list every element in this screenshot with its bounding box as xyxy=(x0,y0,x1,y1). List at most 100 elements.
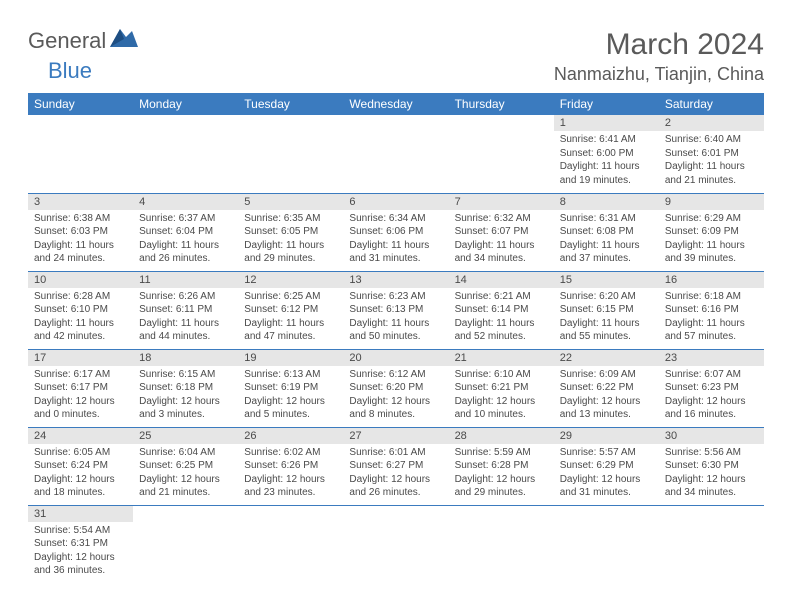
day-content: Sunrise: 6:05 AMSunset: 6:24 PMDaylight:… xyxy=(28,444,133,504)
daylight-text: Daylight: 11 hours xyxy=(139,317,232,331)
day-content: Sunrise: 6:34 AMSunset: 6:06 PMDaylight:… xyxy=(343,210,448,270)
daylight-text: Daylight: 12 hours xyxy=(455,395,548,409)
sunset-text: Sunset: 6:19 PM xyxy=(244,381,337,395)
day-content: Sunrise: 6:13 AMSunset: 6:19 PMDaylight:… xyxy=(238,366,343,426)
sunset-text: Sunset: 6:14 PM xyxy=(455,303,548,317)
sunset-text: Sunset: 6:01 PM xyxy=(665,147,758,161)
weekday-header: Tuesday xyxy=(238,93,343,115)
day-number: 10 xyxy=(28,272,133,288)
calendar-day-cell: 24Sunrise: 6:05 AMSunset: 6:24 PMDayligh… xyxy=(28,427,133,505)
daylight-text: Daylight: 12 hours xyxy=(34,395,127,409)
day-number: 23 xyxy=(659,350,764,366)
daylight-text: Daylight: 12 hours xyxy=(560,395,653,409)
daylight-text-2: and 47 minutes. xyxy=(244,330,337,344)
day-number: 12 xyxy=(238,272,343,288)
daylight-text-2: and 21 minutes. xyxy=(665,174,758,188)
daylight-text: Daylight: 11 hours xyxy=(349,239,442,253)
daylight-text-2: and 18 minutes. xyxy=(34,486,127,500)
calendar-empty-cell xyxy=(343,115,448,193)
daylight-text: Daylight: 11 hours xyxy=(244,239,337,253)
day-number: 28 xyxy=(449,428,554,444)
calendar-week-row: 17Sunrise: 6:17 AMSunset: 6:17 PMDayligh… xyxy=(28,349,764,427)
sunrise-text: Sunrise: 5:54 AM xyxy=(34,524,127,538)
weekday-header: Thursday xyxy=(449,93,554,115)
daylight-text: Daylight: 12 hours xyxy=(560,473,653,487)
calendar-day-cell: 13Sunrise: 6:23 AMSunset: 6:13 PMDayligh… xyxy=(343,271,448,349)
daylight-text-2: and 26 minutes. xyxy=(139,252,232,266)
daylight-text: Daylight: 12 hours xyxy=(349,395,442,409)
daylight-text-2: and 23 minutes. xyxy=(244,486,337,500)
month-title: March 2024 xyxy=(554,28,764,62)
calendar-empty-cell xyxy=(659,505,764,583)
day-number: 20 xyxy=(343,350,448,366)
calendar-empty-cell xyxy=(554,505,659,583)
daylight-text-2: and 8 minutes. xyxy=(349,408,442,422)
daylight-text: Daylight: 12 hours xyxy=(665,395,758,409)
day-content: Sunrise: 6:38 AMSunset: 6:03 PMDaylight:… xyxy=(28,210,133,270)
day-number: 24 xyxy=(28,428,133,444)
day-content: Sunrise: 6:15 AMSunset: 6:18 PMDaylight:… xyxy=(133,366,238,426)
daylight-text-2: and 26 minutes. xyxy=(349,486,442,500)
calendar-week-row: 10Sunrise: 6:28 AMSunset: 6:10 PMDayligh… xyxy=(28,271,764,349)
day-number: 16 xyxy=(659,272,764,288)
weekday-header: Saturday xyxy=(659,93,764,115)
day-content: Sunrise: 6:10 AMSunset: 6:21 PMDaylight:… xyxy=(449,366,554,426)
calendar-day-cell: 2Sunrise: 6:40 AMSunset: 6:01 PMDaylight… xyxy=(659,115,764,193)
daylight-text-2: and 29 minutes. xyxy=(244,252,337,266)
day-content: Sunrise: 6:32 AMSunset: 6:07 PMDaylight:… xyxy=(449,210,554,270)
calendar-empty-cell xyxy=(133,505,238,583)
day-number: 13 xyxy=(343,272,448,288)
sunrise-text: Sunrise: 6:41 AM xyxy=(560,133,653,147)
day-content: Sunrise: 6:26 AMSunset: 6:11 PMDaylight:… xyxy=(133,288,238,348)
daylight-text-2: and 50 minutes. xyxy=(349,330,442,344)
sunrise-text: Sunrise: 6:12 AM xyxy=(349,368,442,382)
day-content: Sunrise: 6:28 AMSunset: 6:10 PMDaylight:… xyxy=(28,288,133,348)
day-content: Sunrise: 6:40 AMSunset: 6:01 PMDaylight:… xyxy=(659,131,764,191)
sunrise-text: Sunrise: 5:56 AM xyxy=(665,446,758,460)
daylight-text-2: and 5 minutes. xyxy=(244,408,337,422)
calendar-day-cell: 4Sunrise: 6:37 AMSunset: 6:04 PMDaylight… xyxy=(133,193,238,271)
daylight-text: Daylight: 12 hours xyxy=(665,473,758,487)
sunrise-text: Sunrise: 6:23 AM xyxy=(349,290,442,304)
calendar-day-cell: 7Sunrise: 6:32 AMSunset: 6:07 PMDaylight… xyxy=(449,193,554,271)
day-number: 4 xyxy=(133,194,238,210)
sunrise-text: Sunrise: 6:05 AM xyxy=(34,446,127,460)
sunrise-text: Sunrise: 6:18 AM xyxy=(665,290,758,304)
day-number: 11 xyxy=(133,272,238,288)
calendar-day-cell: 18Sunrise: 6:15 AMSunset: 6:18 PMDayligh… xyxy=(133,349,238,427)
calendar-day-cell: 17Sunrise: 6:17 AMSunset: 6:17 PMDayligh… xyxy=(28,349,133,427)
sunrise-text: Sunrise: 5:57 AM xyxy=(560,446,653,460)
logo-text-general: General xyxy=(28,28,106,54)
day-content: Sunrise: 6:37 AMSunset: 6:04 PMDaylight:… xyxy=(133,210,238,270)
calendar-day-cell: 31Sunrise: 5:54 AMSunset: 6:31 PMDayligh… xyxy=(28,505,133,583)
sunset-text: Sunset: 6:15 PM xyxy=(560,303,653,317)
day-number: 9 xyxy=(659,194,764,210)
location: Nanmaizhu, Tianjin, China xyxy=(554,64,764,85)
day-content: Sunrise: 6:20 AMSunset: 6:15 PMDaylight:… xyxy=(554,288,659,348)
logo-blue-text: Blue xyxy=(48,58,92,84)
day-number: 8 xyxy=(554,194,659,210)
sunset-text: Sunset: 6:24 PM xyxy=(34,459,127,473)
day-number: 18 xyxy=(133,350,238,366)
day-content: Sunrise: 6:25 AMSunset: 6:12 PMDaylight:… xyxy=(238,288,343,348)
day-number: 17 xyxy=(28,350,133,366)
calendar-day-cell: 12Sunrise: 6:25 AMSunset: 6:12 PMDayligh… xyxy=(238,271,343,349)
calendar-day-cell: 30Sunrise: 5:56 AMSunset: 6:30 PMDayligh… xyxy=(659,427,764,505)
sunset-text: Sunset: 6:11 PM xyxy=(139,303,232,317)
day-number: 3 xyxy=(28,194,133,210)
day-content: Sunrise: 6:29 AMSunset: 6:09 PMDaylight:… xyxy=(659,210,764,270)
weekday-header: Sunday xyxy=(28,93,133,115)
daylight-text-2: and 10 minutes. xyxy=(455,408,548,422)
calendar-week-row: 1Sunrise: 6:41 AMSunset: 6:00 PMDaylight… xyxy=(28,115,764,193)
calendar-header-row: SundayMondayTuesdayWednesdayThursdayFrid… xyxy=(28,93,764,115)
sunset-text: Sunset: 6:03 PM xyxy=(34,225,127,239)
daylight-text: Daylight: 11 hours xyxy=(665,239,758,253)
daylight-text: Daylight: 11 hours xyxy=(34,239,127,253)
sunrise-text: Sunrise: 6:28 AM xyxy=(34,290,127,304)
sunset-text: Sunset: 6:12 PM xyxy=(244,303,337,317)
day-number: 7 xyxy=(449,194,554,210)
sunrise-text: Sunrise: 6:01 AM xyxy=(349,446,442,460)
sunrise-text: Sunrise: 6:37 AM xyxy=(139,212,232,226)
daylight-text: Daylight: 11 hours xyxy=(560,239,653,253)
calendar-day-cell: 29Sunrise: 5:57 AMSunset: 6:29 PMDayligh… xyxy=(554,427,659,505)
